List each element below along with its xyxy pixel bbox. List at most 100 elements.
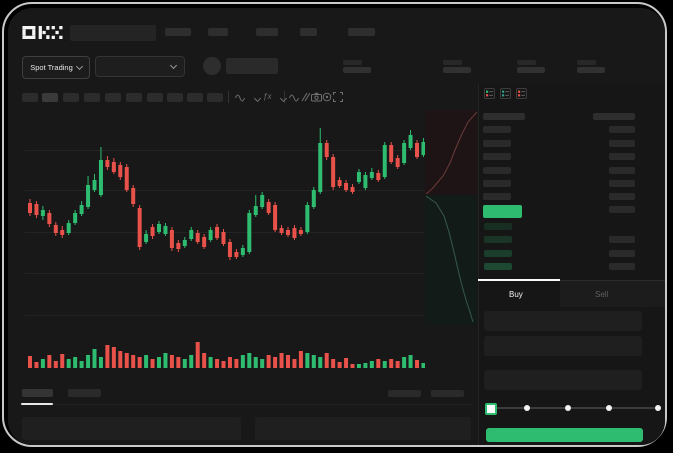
stat-label-placeholder [577, 60, 596, 65]
depth-ask-region [425, 110, 477, 195]
timeframe-button-placeholder[interactable] [167, 93, 183, 102]
settings-circle-icon[interactable] [322, 92, 332, 102]
ask-price-placeholder[interactable] [483, 167, 511, 174]
coin-avatar [203, 57, 221, 75]
last-price-block[interactable] [483, 205, 522, 218]
active-tab-underline [478, 279, 560, 281]
timeframe-button-placeholder[interactable] [126, 93, 142, 102]
trading-ui: Spot Trading ƒx [8, 8, 665, 445]
bottom-active-tab-underline [21, 403, 53, 405]
bid-price-placeholder[interactable] [484, 250, 512, 257]
parallel-lines-icon[interactable] [300, 92, 310, 102]
bid-price-placeholder[interactable] [484, 263, 512, 270]
tabs-divider [478, 280, 665, 281]
stat-label-placeholder [443, 60, 462, 65]
expand-icon[interactable] [333, 92, 343, 102]
panel-divider [478, 84, 479, 445]
ask-amount-placeholder [609, 153, 635, 160]
market-type-label: Spot Trading [30, 63, 73, 72]
gridline [25, 315, 425, 316]
slider-step-dot[interactable] [655, 405, 661, 411]
orderbook-header-placeholder [593, 113, 635, 120]
ask-price-placeholder[interactable] [483, 180, 511, 187]
ask-amount-placeholder [609, 206, 635, 213]
market-type-selector[interactable]: Spot Trading [22, 56, 90, 79]
camera-icon[interactable] [311, 92, 322, 102]
bottom-tab-placeholder[interactable] [22, 389, 53, 397]
chevron-down-icon [75, 62, 83, 71]
function-icon[interactable]: ƒx [263, 92, 272, 101]
timeframe-button-placeholder[interactable] [42, 93, 58, 102]
slider-step-dot[interactable] [524, 405, 530, 411]
tab-sell[interactable] [560, 281, 665, 307]
ask-amount-placeholder [609, 140, 635, 147]
candlestick-chart [28, 128, 425, 260]
nav-menu-item-placeholder[interactable] [348, 28, 375, 36]
screen: Spot Trading ƒx [8, 8, 665, 445]
nav-menu-item-placeholder[interactable] [300, 28, 317, 36]
pair-dropdown[interactable] [95, 56, 185, 77]
bottom-tabs-divider [20, 404, 472, 405]
bottom-action-placeholder[interactable] [431, 390, 464, 397]
amount-slider-handle[interactable] [485, 403, 497, 415]
timeframe-button-placeholder[interactable] [105, 93, 121, 102]
ask-price-placeholder[interactable] [483, 193, 511, 200]
stat-value-placeholder [517, 67, 545, 73]
bottom-tab-placeholder[interactable] [68, 389, 101, 397]
chevron-down-icon[interactable] [253, 94, 262, 103]
stat-label-placeholder [517, 60, 536, 65]
toolbar-divider [284, 91, 285, 103]
nav-menu-item-placeholder[interactable] [256, 28, 278, 36]
book-bids-icon[interactable] [500, 88, 511, 99]
stat-value-placeholder [443, 67, 471, 73]
tab-buy-label: Buy [509, 290, 523, 299]
timeframe-button-placeholder[interactable] [187, 93, 203, 102]
device-bezel [2, 2, 667, 447]
order-input-field[interactable] [484, 336, 642, 356]
wave-icon[interactable] [289, 93, 300, 102]
bid-price-placeholder[interactable] [484, 236, 512, 243]
bid-price-placeholder[interactable] [484, 223, 512, 230]
timeframe-button-placeholder[interactable] [207, 93, 223, 102]
timeframe-button-placeholder[interactable] [22, 93, 38, 102]
slider-step-dot[interactable] [606, 405, 612, 411]
nav-menu-item-placeholder[interactable] [208, 28, 228, 36]
timeframe-button-placeholder[interactable] [147, 93, 163, 102]
order-input-field[interactable] [484, 370, 642, 390]
timeframe-button-placeholder[interactable] [63, 93, 79, 102]
stat-label-placeholder [343, 60, 362, 65]
depth-chart [425, 111, 477, 323]
orders-panel-placeholder [255, 417, 471, 440]
ask-price-placeholder[interactable] [483, 126, 511, 133]
chevron-down-icon [169, 61, 178, 70]
ask-amount-placeholder [609, 193, 635, 200]
timeframe-button-placeholder[interactable] [84, 93, 100, 102]
wave-indicator-icon[interactable] [235, 93, 246, 102]
chevron-down-icon[interactable] [279, 94, 288, 103]
stat-value-placeholder [577, 67, 605, 73]
ask-price-placeholder[interactable] [483, 140, 511, 147]
ask-price-placeholder[interactable] [483, 153, 511, 160]
tab-sell-label: Sell [595, 290, 609, 299]
bid-amount-placeholder [609, 236, 635, 243]
amount-slider-track[interactable] [490, 407, 655, 409]
gridline [25, 273, 425, 274]
okx-logo[interactable] [22, 26, 64, 39]
slider-step-dot[interactable] [565, 405, 571, 411]
volume-chart [28, 342, 425, 368]
bid-amount-placeholder [609, 250, 635, 257]
ask-amount-placeholder [609, 126, 635, 133]
order-input-field[interactable] [484, 311, 642, 331]
depth-bid-region [425, 195, 477, 325]
buy-submit-button[interactable] [486, 428, 643, 442]
book-asks-icon[interactable] [516, 88, 527, 99]
stat-value-placeholder [343, 67, 371, 73]
bottom-action-placeholder[interactable] [388, 390, 421, 397]
bid-amount-placeholder [609, 263, 635, 270]
ask-amount-placeholder [609, 180, 635, 187]
pair-name-placeholder [226, 58, 278, 74]
book-both-icon[interactable] [484, 88, 495, 99]
toolbar-divider [228, 91, 229, 103]
nav-search-placeholder[interactable] [70, 25, 156, 41]
nav-menu-item-placeholder[interactable] [165, 28, 191, 36]
